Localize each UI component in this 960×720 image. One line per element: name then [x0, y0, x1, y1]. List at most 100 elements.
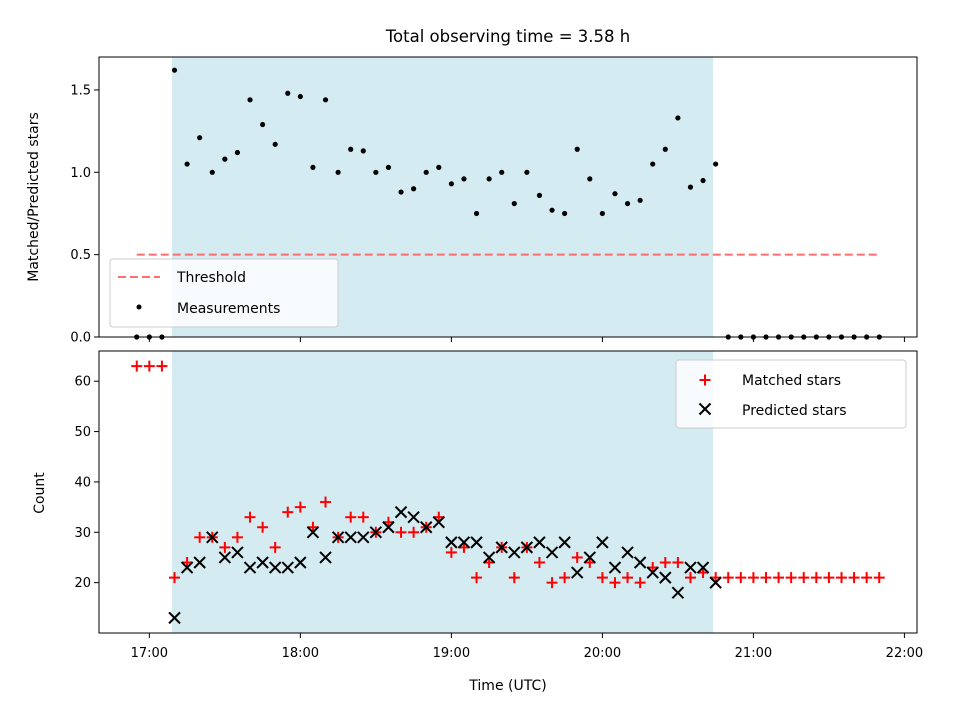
legend-predicted-label: Predicted stars — [742, 403, 847, 419]
predicted-star-point — [571, 566, 584, 579]
legend-predicted-sample — [698, 402, 712, 416]
measurement-point — [322, 97, 329, 103]
measurement-point — [461, 176, 467, 182]
bottom-xtick-label: 19:00 — [433, 646, 470, 661]
matched-star-point — [835, 572, 847, 584]
matched-star-point — [823, 572, 835, 584]
predicted-star-point — [533, 536, 546, 549]
chart-title: Total observing time = 3.58 h — [385, 27, 630, 46]
predicted-star-point — [432, 516, 445, 529]
predicted-star-point — [243, 561, 257, 574]
measurement-point — [536, 192, 543, 198]
matched-star-point — [169, 572, 181, 584]
measurement-point — [511, 200, 517, 207]
measurement-point — [297, 93, 303, 100]
measurement-point — [335, 169, 341, 175]
measurement-point — [713, 161, 719, 167]
predicted-star-point — [231, 546, 244, 559]
bottom-xtick-label: 22:00 — [886, 646, 923, 661]
measurement-point — [486, 176, 492, 182]
matched-star-point — [471, 572, 483, 584]
matched-star-point — [294, 501, 306, 513]
matched-star-point — [684, 572, 696, 584]
matched-star-point — [269, 541, 281, 553]
matched-star-point — [622, 572, 634, 584]
matched-star-point — [571, 551, 583, 563]
measurement-point — [197, 135, 203, 141]
predicted-star-point — [206, 531, 219, 544]
bottom-xtick-label: 21:00 — [735, 646, 772, 661]
measurement-point — [285, 90, 291, 96]
bottom-xtick-label: 18:00 — [282, 646, 319, 661]
predicted-star-point — [357, 531, 370, 544]
matched-star-point — [672, 557, 684, 568]
predicted-star-point — [281, 561, 294, 574]
legend-measurements-sample — [136, 304, 142, 310]
predicted-star-point — [558, 536, 571, 549]
predicted-star-point — [608, 561, 622, 574]
top-ylabel: Matched/Predicted stars — [26, 112, 42, 282]
predicted-star-point — [684, 561, 697, 574]
measurement-point — [234, 149, 241, 156]
bottom-ytick-label: 30 — [74, 526, 91, 541]
predicted-star-point — [306, 526, 320, 539]
measurement-point — [675, 115, 681, 121]
measurement-point — [687, 184, 694, 190]
measurement-point — [612, 191, 618, 197]
predicted-star-point — [671, 586, 685, 599]
top-ytick-label: 1.5 — [70, 83, 91, 98]
top-ytick-label: 0.0 — [70, 331, 91, 346]
measurement-point — [662, 146, 668, 152]
predicted-star-point — [659, 571, 672, 584]
measurement-point — [423, 169, 429, 175]
matched-star-point — [357, 511, 369, 523]
matched-star-point — [282, 506, 294, 518]
matched-star-point — [747, 572, 759, 584]
matched-star-point — [257, 521, 269, 533]
predicted-star-point — [344, 531, 357, 544]
bottom-ytick-label: 50 — [74, 425, 91, 440]
matched-star-point — [445, 546, 457, 558]
predicted-star-point — [495, 541, 508, 554]
measurement-point — [247, 97, 253, 103]
matched-star-point — [861, 572, 873, 584]
predicted-star-point — [696, 561, 710, 574]
measurement-point — [411, 186, 417, 192]
legend-matched-label: Matched stars — [742, 373, 841, 389]
matched-star-point — [345, 511, 357, 523]
predicted-star-point — [482, 551, 496, 564]
measurement-point — [272, 141, 278, 147]
measurement-point — [184, 161, 190, 167]
measurement-point — [549, 207, 555, 213]
predicted-star-point — [596, 536, 609, 549]
measurement-point — [360, 148, 366, 154]
measurement-point — [574, 146, 580, 152]
measurement-point — [310, 164, 316, 170]
matched-star-point — [634, 577, 646, 589]
matched-star-point — [810, 572, 822, 584]
measurement-point — [587, 176, 593, 182]
matched-star-point — [131, 360, 143, 372]
measurement-point — [637, 197, 643, 203]
bottom-shaded-region — [171, 351, 714, 633]
measurement-point — [599, 210, 605, 217]
matched-star-point — [659, 557, 671, 568]
matched-star-point — [873, 572, 885, 584]
predicted-star-point — [709, 576, 722, 589]
measurement-point — [499, 169, 505, 175]
measurement-point — [473, 210, 480, 217]
bottom-xtick-label: 20:00 — [584, 646, 621, 661]
measurement-point — [348, 146, 354, 152]
predicted-star-point — [294, 556, 307, 569]
measurement-point — [260, 121, 266, 128]
measurement-point — [524, 169, 530, 175]
measurement-point — [436, 164, 442, 170]
bottom-legend: Matched stars Predicted stars — [675, 359, 907, 429]
measurement-point — [385, 164, 392, 170]
matched-star-point — [219, 541, 231, 553]
matched-star-point — [735, 572, 747, 584]
bottom-ytick-label: 20 — [74, 576, 91, 591]
predicted-star-point — [394, 505, 408, 519]
matched-star-point — [156, 360, 168, 372]
predicted-star-point — [319, 551, 332, 564]
